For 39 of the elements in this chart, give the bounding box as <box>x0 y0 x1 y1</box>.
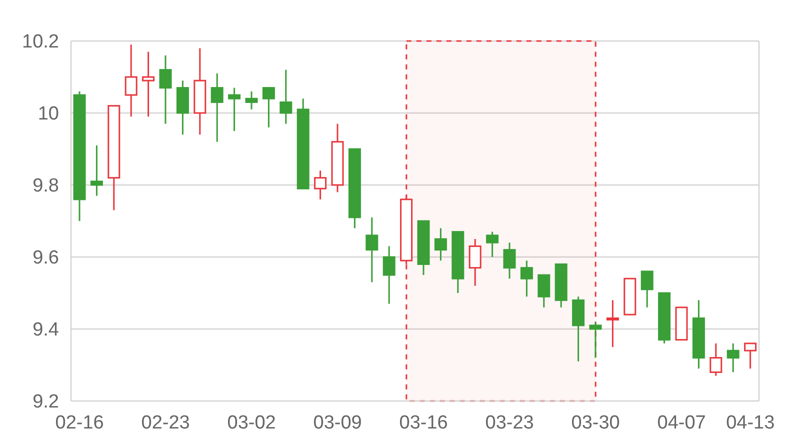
x-tick-label: 04-07 <box>657 412 706 434</box>
candlestick <box>280 69 292 125</box>
candlestick <box>159 54 172 125</box>
y-tick-label: 10 <box>38 104 59 125</box>
candlestick <box>245 90 258 110</box>
x-tick-label: 03-09 <box>313 412 362 434</box>
candlestick <box>710 342 722 377</box>
candlestick <box>640 270 654 308</box>
candlestick <box>606 299 619 348</box>
candlestick <box>262 87 275 128</box>
x-tick-label: 03-02 <box>227 412 276 434</box>
candlestick <box>538 274 550 308</box>
candlestick <box>382 245 396 305</box>
candlestick <box>434 227 447 262</box>
candlestick <box>589 321 602 359</box>
candlestick <box>142 51 155 118</box>
y-tick-label: 9.2 <box>32 392 59 413</box>
y-tick-label: 10.2 <box>22 32 59 53</box>
x-tick-label: 02-23 <box>141 412 190 434</box>
candlestick <box>210 72 224 143</box>
candlestick <box>366 216 378 283</box>
y-tick-label: 9.8 <box>32 176 59 197</box>
candlestick <box>744 342 757 370</box>
y-tick-label: 9.4 <box>32 320 60 341</box>
candlestick <box>228 87 241 132</box>
candlestick <box>90 144 103 197</box>
x-tick-label: 02-16 <box>55 412 104 434</box>
candlestick <box>726 342 740 373</box>
x-tick-label: 03-23 <box>485 412 534 434</box>
y-tick-label: 9.6 <box>32 248 59 269</box>
candlestick <box>124 44 138 118</box>
candlestick <box>520 260 533 298</box>
candlestick <box>503 242 516 280</box>
x-tick-label: 03-30 <box>571 412 620 434</box>
candlestick <box>486 231 499 258</box>
x-tick-label: 03-16 <box>399 412 448 434</box>
x-tick-label: 04-13 <box>726 412 775 434</box>
candlestick <box>314 170 327 200</box>
candlestick <box>468 238 482 287</box>
